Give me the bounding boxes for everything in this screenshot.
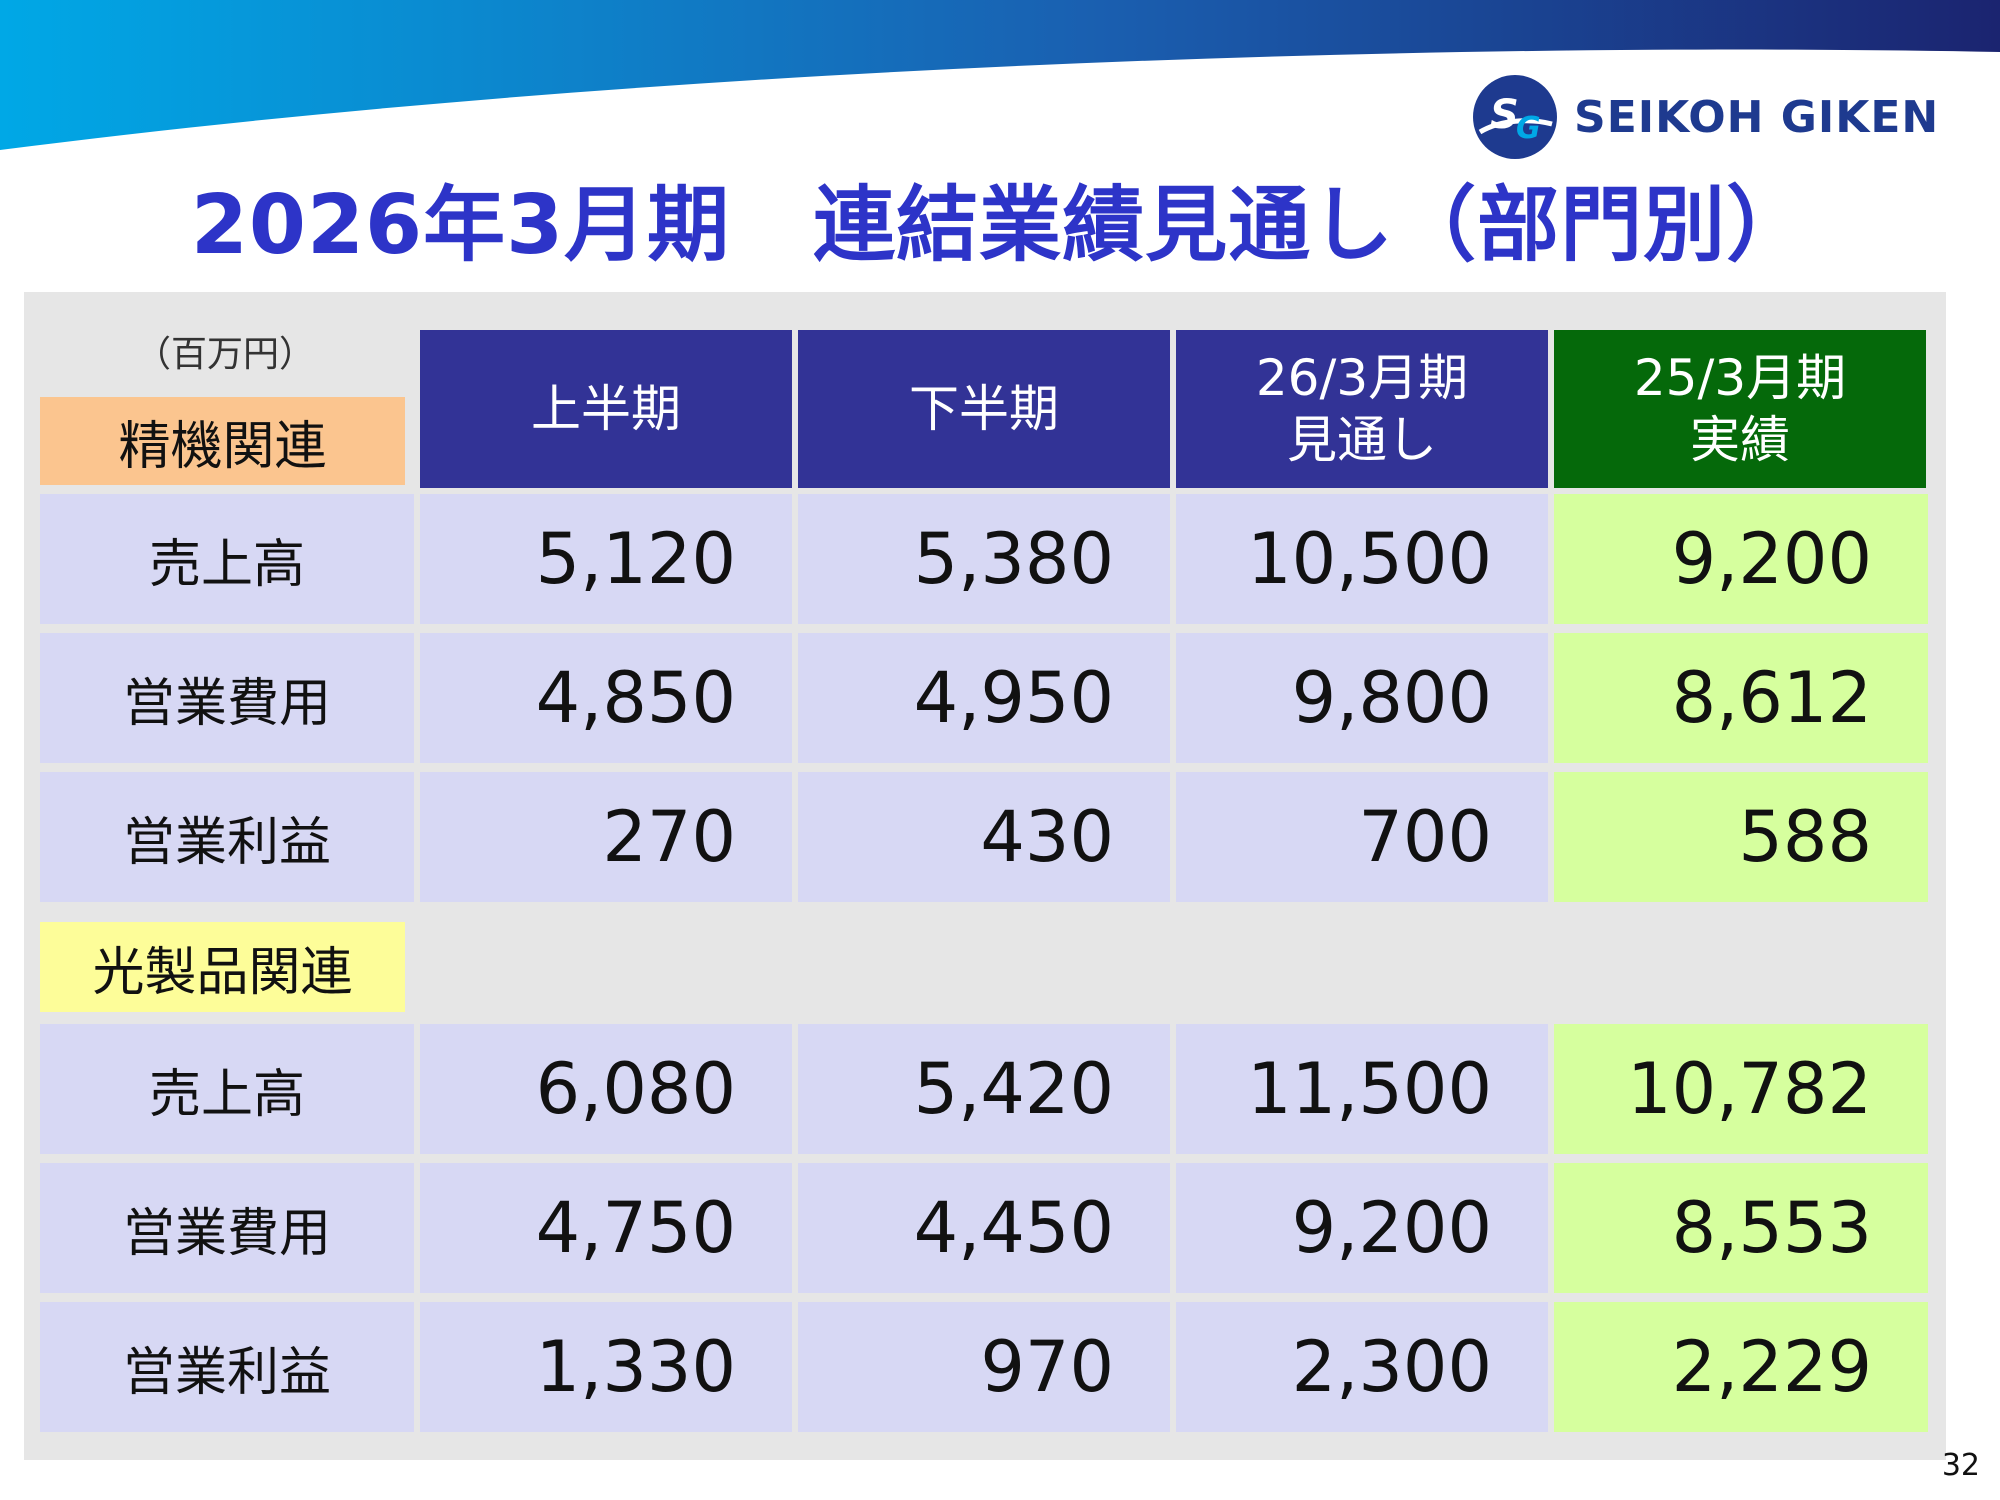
table-cell: 5,120 <box>420 494 792 624</box>
svg-text:G: G <box>1516 111 1541 146</box>
unit-label: （百万円） <box>134 334 315 375</box>
table-cell: 4,750 <box>420 1163 792 1293</box>
column-header-actual: 25/3月期 実績 <box>1554 330 1926 488</box>
table-cell: 588 <box>1554 772 1928 902</box>
table-cell: 4,450 <box>798 1163 1170 1293</box>
column-header-second-half: 下半期 <box>798 330 1170 488</box>
row-label-operating-expenses: 営業費用 <box>40 633 414 763</box>
section-label-optical: 光製品関連 <box>40 922 405 1012</box>
table-cell: 6,080 <box>420 1024 792 1154</box>
column-header-line2: 見通し <box>1287 411 1437 469</box>
svg-text:S: S <box>1490 92 1519 138</box>
table-cell: 11,500 <box>1176 1024 1548 1154</box>
table-cell: 10,500 <box>1176 494 1548 624</box>
column-header-line1: 26/3月期 <box>1255 349 1469 407</box>
column-header-line1: 下半期 <box>909 380 1059 438</box>
company-logo: S G SEIKOH GIKEN <box>1470 72 1939 162</box>
table-cell: 9,200 <box>1554 494 1928 624</box>
table-cell: 10,782 <box>1554 1024 1928 1154</box>
header-banner <box>0 0 2000 150</box>
table-cell: 2,229 <box>1554 1302 1928 1432</box>
row-label-operating-expenses: 営業費用 <box>40 1163 414 1293</box>
table-cell: 4,850 <box>420 633 792 763</box>
column-header-line2: 実績 <box>1690 411 1790 469</box>
column-header-first-half: 上半期 <box>420 330 792 488</box>
table-cell: 5,420 <box>798 1024 1170 1154</box>
sg-logo-icon: S G <box>1473 75 1557 159</box>
column-header-forecast: 26/3月期 見通し <box>1176 330 1548 488</box>
row-label-sales: 売上高 <box>40 494 414 624</box>
table-cell: 8,612 <box>1554 633 1928 763</box>
row-label-operating-profit: 営業利益 <box>40 1302 414 1432</box>
table-cell: 970 <box>798 1302 1170 1432</box>
page-title: 2026年3月期 連結業績見通し（部門別） <box>190 178 1810 273</box>
table-cell: 5,380 <box>798 494 1170 624</box>
section-label-precision: 精機関連 <box>40 397 405 485</box>
table-cell: 4,950 <box>798 633 1170 763</box>
table-cell: 430 <box>798 772 1170 902</box>
table-cell: 1,330 <box>420 1302 792 1432</box>
column-header-line1: 上半期 <box>531 380 681 438</box>
table-cell: 9,200 <box>1176 1163 1548 1293</box>
page-number: 32 <box>1941 1448 1980 1483</box>
table-cell: 270 <box>420 772 792 902</box>
company-name: SEIKOH GIKEN <box>1574 91 1940 143</box>
column-header-line1: 25/3月期 <box>1633 349 1847 407</box>
row-label-sales: 売上高 <box>40 1024 414 1154</box>
table-cell: 8,553 <box>1554 1163 1928 1293</box>
table-cell: 2,300 <box>1176 1302 1548 1432</box>
table-cell: 700 <box>1176 772 1548 902</box>
row-label-operating-profit: 営業利益 <box>40 772 414 902</box>
table-cell: 9,800 <box>1176 633 1548 763</box>
